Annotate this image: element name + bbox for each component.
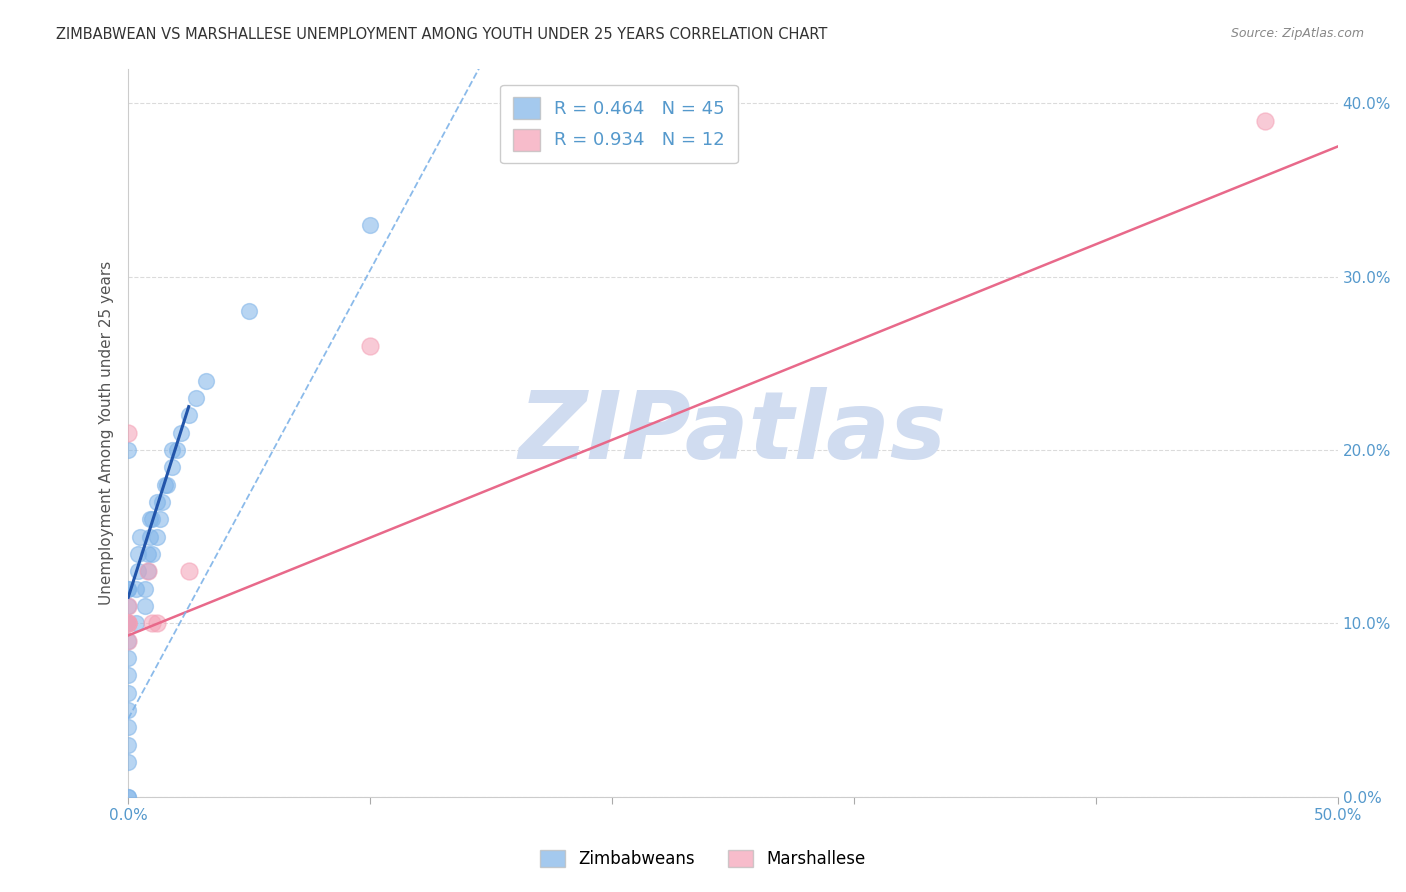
Point [194,374,217,388]
Point [146,530,169,544]
Point [359,218,381,232]
Point [117,789,139,804]
Point [134,582,156,596]
Point [160,442,183,457]
Text: ZIMBABWEAN VS MARSHALLESE UNEMPLOYMENT AMONG YOUTH UNDER 25 YEARS CORRELATION CH: ZIMBABWEAN VS MARSHALLESE UNEMPLOYMENT A… [56,27,828,42]
Point [184,391,207,405]
Point [117,616,139,631]
Point [153,477,176,491]
Point [117,720,139,734]
Point [117,703,139,717]
Point [117,668,139,682]
Point [117,651,139,665]
Point [124,616,146,631]
Point [156,477,179,491]
Point [177,409,200,423]
Point [359,339,381,353]
Text: Source: ZipAtlas.com: Source: ZipAtlas.com [1230,27,1364,40]
Point [146,616,169,631]
Point [150,495,173,509]
Point [134,599,156,613]
Point [117,686,139,700]
Point [117,633,139,648]
Point [124,582,146,596]
Point [141,616,163,631]
Point [117,616,139,631]
Point [136,564,159,578]
Point [117,755,139,769]
Point [117,425,139,440]
Point [160,460,183,475]
Text: ZIPatlas: ZIPatlas [519,386,948,479]
Point [1254,113,1277,128]
Point [117,442,139,457]
Point [170,425,193,440]
Point [117,582,139,596]
Point [117,738,139,752]
Point [139,530,162,544]
Point [166,442,188,457]
Point [117,616,139,631]
Point [117,616,139,631]
Point [117,789,139,804]
Point [177,564,200,578]
Point [139,512,162,526]
Legend: R = 0.464   N = 45, R = 0.934   N = 12: R = 0.464 N = 45, R = 0.934 N = 12 [501,85,738,163]
Point [129,530,152,544]
Point [117,599,139,613]
Point [146,495,169,509]
Point [136,547,159,561]
Point [127,547,149,561]
Point [117,582,139,596]
Point [117,616,139,631]
Point [238,304,260,318]
Point [117,599,139,613]
Y-axis label: Unemployment Among Youth under 25 years: Unemployment Among Youth under 25 years [100,260,114,605]
Point [127,564,149,578]
Legend: Zimbabweans, Marshallese: Zimbabweans, Marshallese [533,843,873,875]
Point [117,616,139,631]
Point [117,633,139,648]
Point [141,547,163,561]
Point [141,512,163,526]
Point [136,564,159,578]
Point [149,512,172,526]
